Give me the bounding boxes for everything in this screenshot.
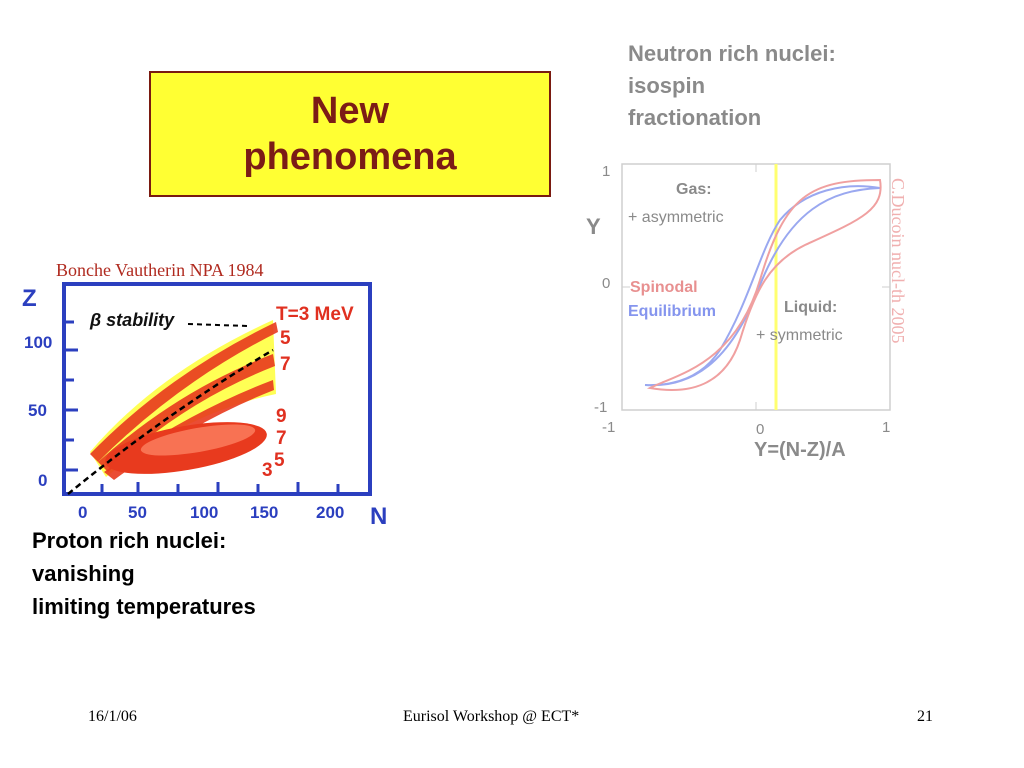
liquid-description: + symmetric: [756, 327, 843, 344]
spinodal-curve: [646, 178, 882, 391]
beta-stability-label: β stability: [89, 310, 175, 330]
liquid-label: Liquid:: [784, 299, 837, 316]
slide-title: New phenomena: [243, 88, 456, 180]
x-tick-0: 0: [756, 421, 764, 438]
temp-label-5a: 5: [280, 328, 291, 349]
neutron-heading-line-3: fractionation: [628, 105, 762, 130]
footer-date: 16/1/06: [88, 708, 137, 725]
neutron-rich-heading: Neutron rich nuclei: isospin fractionati…: [628, 38, 928, 134]
t3-band: [90, 322, 278, 462]
title-box: New phenomena: [149, 71, 551, 197]
spinodal-label: Spinodal: [630, 279, 698, 296]
y-tick-0: 0: [602, 275, 610, 292]
citation-text: Bonche Vautherin NPA 1984: [56, 262, 264, 280]
x-axis-label: Y=(N-Z)/A: [754, 439, 846, 461]
x-tick-150: 150: [250, 503, 278, 522]
z-axis-label: Z: [22, 285, 37, 312]
x-tick-50: 50: [128, 503, 147, 522]
temp-label-5b: 5: [274, 450, 285, 471]
temp-label-9: 9: [276, 406, 287, 427]
n-axis-label: N: [370, 503, 387, 527]
proton-heading-line-3: limiting temperatures: [32, 594, 256, 619]
proton-heading-line-2: vanishing: [32, 561, 135, 586]
title-line-1: New: [310, 90, 390, 132]
x-tick-1: 1: [882, 419, 890, 436]
x-tick-100: 100: [190, 503, 218, 522]
gas-label: Gas:: [676, 181, 712, 198]
x-tick-200: 200: [316, 503, 344, 522]
y-tick-1: 1: [602, 163, 610, 180]
inner-ellipse-highlight: [140, 424, 256, 456]
proton-heading-line-1: Proton rich nuclei:: [32, 528, 227, 553]
left-tick-marks: [64, 320, 78, 472]
equilibrium-label: Equilibrium: [628, 303, 716, 320]
credit-text: C.Ducoin nucl-th 2005: [888, 178, 908, 343]
title-line-2: phenomena: [243, 136, 457, 178]
y-axis-label: Y: [586, 214, 601, 239]
right-y-ticks: 1 0 -1: [594, 163, 610, 416]
gas-description: + asymmetric: [628, 209, 724, 226]
footer-event: Eurisol Workshop @ ECT*: [403, 708, 580, 725]
temperature-labels: T=3 MeV 5 7 9 7 5 3: [262, 304, 354, 481]
y-tick-neg1: -1: [594, 399, 607, 416]
temp-label-7b: 7: [276, 428, 287, 449]
isospin-fractionation-figure: 1 0 -1 -1 0 1 Y Y=(N-Z)/A Gas: + asymmet…: [586, 163, 908, 461]
beta-legend-dash: [187, 323, 249, 327]
right-x-ticks: -1 0 1: [602, 419, 890, 438]
footer-page-number: 21: [917, 708, 933, 725]
neutron-heading-line-2: isospin: [628, 73, 706, 98]
x-tick-neg1: -1: [602, 419, 615, 436]
y-tick-0: 0: [38, 471, 47, 490]
proton-rich-heading: Proton rich nuclei: vanishing limiting t…: [32, 524, 372, 623]
left-y-ticks: 100 50 0: [24, 333, 52, 490]
temp-label-3b: 3: [262, 460, 273, 481]
beta-stability-line: [67, 348, 274, 495]
frame-ticks: [622, 164, 890, 410]
y-tick-50: 50: [28, 401, 47, 420]
x-tick-0: 0: [78, 503, 87, 522]
temp-label-t3: T=3 MeV: [276, 304, 354, 325]
neutron-heading-line-1: Neutron rich nuclei:: [628, 41, 836, 66]
temp-label-7a: 7: [280, 354, 291, 375]
limiting-temperature-figure: Bonche Vautherin NPA 1984 Z N 100 50 0 0…: [22, 262, 387, 527]
y-tick-100: 100: [24, 333, 52, 352]
left-x-ticks: 0 50 100 150 200: [78, 503, 344, 522]
bottom-tick-marks: [100, 482, 340, 494]
